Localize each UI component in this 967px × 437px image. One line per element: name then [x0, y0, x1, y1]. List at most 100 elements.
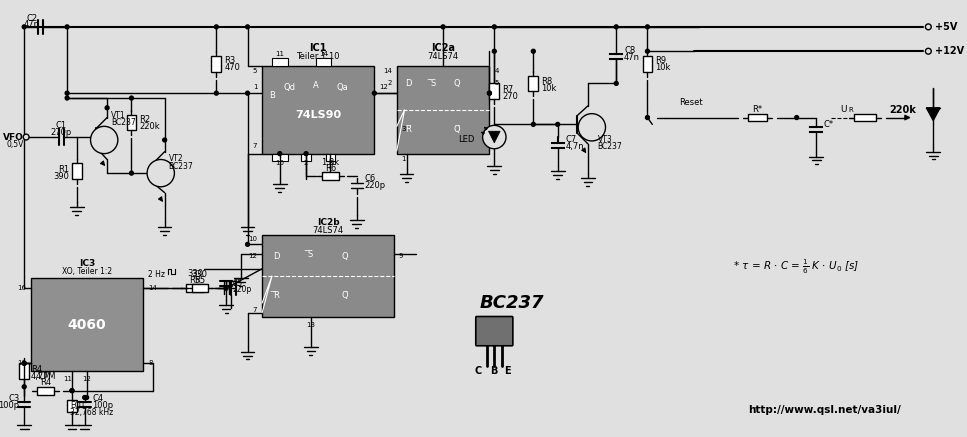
Text: R7: R7	[502, 85, 513, 94]
Text: Q: Q	[454, 79, 460, 88]
Circle shape	[70, 388, 73, 392]
Text: R5: R5	[190, 276, 200, 285]
Circle shape	[925, 49, 931, 54]
Text: +12V: +12V	[935, 46, 964, 56]
Circle shape	[70, 388, 73, 392]
Circle shape	[483, 125, 506, 149]
Text: U: U	[840, 105, 847, 114]
Circle shape	[22, 361, 26, 365]
Text: 4060: 4060	[68, 318, 106, 332]
Circle shape	[246, 91, 249, 95]
Text: VFO: VFO	[3, 132, 24, 142]
Text: Q: Q	[341, 252, 348, 260]
Text: C8: C8	[624, 46, 635, 55]
Text: 74LS74: 74LS74	[427, 52, 458, 61]
Polygon shape	[488, 131, 500, 143]
Bar	[262, 235, 394, 318]
Text: 1: 1	[401, 156, 406, 162]
Text: 14: 14	[148, 285, 157, 291]
Text: 4,7n: 4,7n	[566, 142, 584, 151]
Text: BC237: BC237	[111, 118, 135, 127]
Bar	[322, 172, 339, 180]
Text: 6: 6	[494, 126, 499, 132]
Text: IC1: IC1	[309, 43, 327, 53]
Circle shape	[578, 114, 605, 141]
Text: BC237: BC237	[598, 142, 623, 151]
Circle shape	[304, 152, 308, 156]
Circle shape	[614, 25, 618, 29]
Circle shape	[487, 91, 491, 95]
Text: IC2b: IC2b	[317, 218, 339, 227]
Text: Qa: Qa	[337, 83, 348, 92]
Text: ̅S: ̅S	[431, 79, 436, 88]
Text: 2: 2	[304, 160, 308, 166]
Text: 11: 11	[276, 51, 284, 57]
Text: 100p: 100p	[0, 401, 19, 410]
Text: http://www.qsl.net/va3iul/: http://www.qsl.net/va3iul/	[747, 405, 900, 415]
Circle shape	[492, 49, 496, 53]
Bar	[854, 114, 876, 121]
Text: 12: 12	[379, 84, 388, 90]
Bar	[212, 56, 221, 72]
Circle shape	[91, 126, 118, 154]
Text: 47n: 47n	[624, 52, 640, 62]
Circle shape	[83, 395, 87, 399]
Circle shape	[441, 25, 445, 29]
Bar	[19, 363, 29, 379]
Text: C3: C3	[8, 394, 19, 403]
Text: 330: 330	[191, 270, 208, 279]
Text: R4: R4	[31, 365, 43, 374]
Circle shape	[23, 134, 29, 140]
Bar	[272, 154, 287, 161]
Circle shape	[65, 25, 69, 29]
FancyBboxPatch shape	[476, 316, 513, 346]
Circle shape	[372, 91, 376, 95]
Text: 330: 330	[187, 269, 203, 278]
Circle shape	[85, 395, 89, 399]
Circle shape	[130, 96, 133, 100]
Text: C1: C1	[56, 121, 67, 130]
Text: 10k: 10k	[542, 84, 556, 93]
Circle shape	[646, 25, 650, 29]
Text: 12: 12	[249, 253, 257, 259]
Text: R9: R9	[656, 56, 666, 66]
Circle shape	[487, 91, 491, 95]
Text: VT2: VT2	[168, 154, 183, 163]
Circle shape	[22, 361, 26, 365]
Text: 470: 470	[224, 63, 240, 72]
Circle shape	[147, 160, 174, 187]
Bar	[67, 400, 76, 412]
Text: 14: 14	[383, 68, 392, 74]
Text: 8: 8	[148, 361, 153, 366]
Text: 74LS90: 74LS90	[295, 110, 341, 120]
Text: 7: 7	[252, 307, 257, 313]
Text: R̅: R̅	[405, 125, 411, 134]
Text: 390: 390	[53, 172, 69, 180]
Circle shape	[105, 106, 109, 110]
Circle shape	[246, 243, 249, 246]
Text: D: D	[274, 252, 280, 260]
Text: 9: 9	[398, 253, 403, 259]
Text: 3: 3	[401, 126, 406, 132]
Bar	[642, 56, 653, 72]
Text: VT3: VT3	[598, 135, 612, 145]
Text: Reset: Reset	[680, 98, 703, 108]
Circle shape	[22, 25, 26, 29]
Bar	[262, 66, 374, 154]
Text: 270: 270	[502, 92, 518, 101]
Bar	[192, 284, 208, 292]
Text: 5: 5	[253, 68, 257, 74]
Text: 4,7M: 4,7M	[36, 372, 56, 382]
Bar	[396, 66, 489, 154]
Bar	[31, 278, 143, 371]
Text: C4: C4	[93, 394, 103, 403]
Text: 1,8k: 1,8k	[321, 158, 339, 167]
Bar	[186, 284, 204, 292]
Text: +5V: +5V	[935, 22, 957, 32]
Text: 13: 13	[307, 323, 315, 328]
Text: XO, Teiler 1:2: XO, Teiler 1:2	[62, 267, 112, 276]
Circle shape	[556, 122, 560, 126]
Text: C6: C6	[365, 174, 376, 184]
Text: BC237: BC237	[480, 294, 544, 312]
Text: C: C	[475, 366, 483, 376]
